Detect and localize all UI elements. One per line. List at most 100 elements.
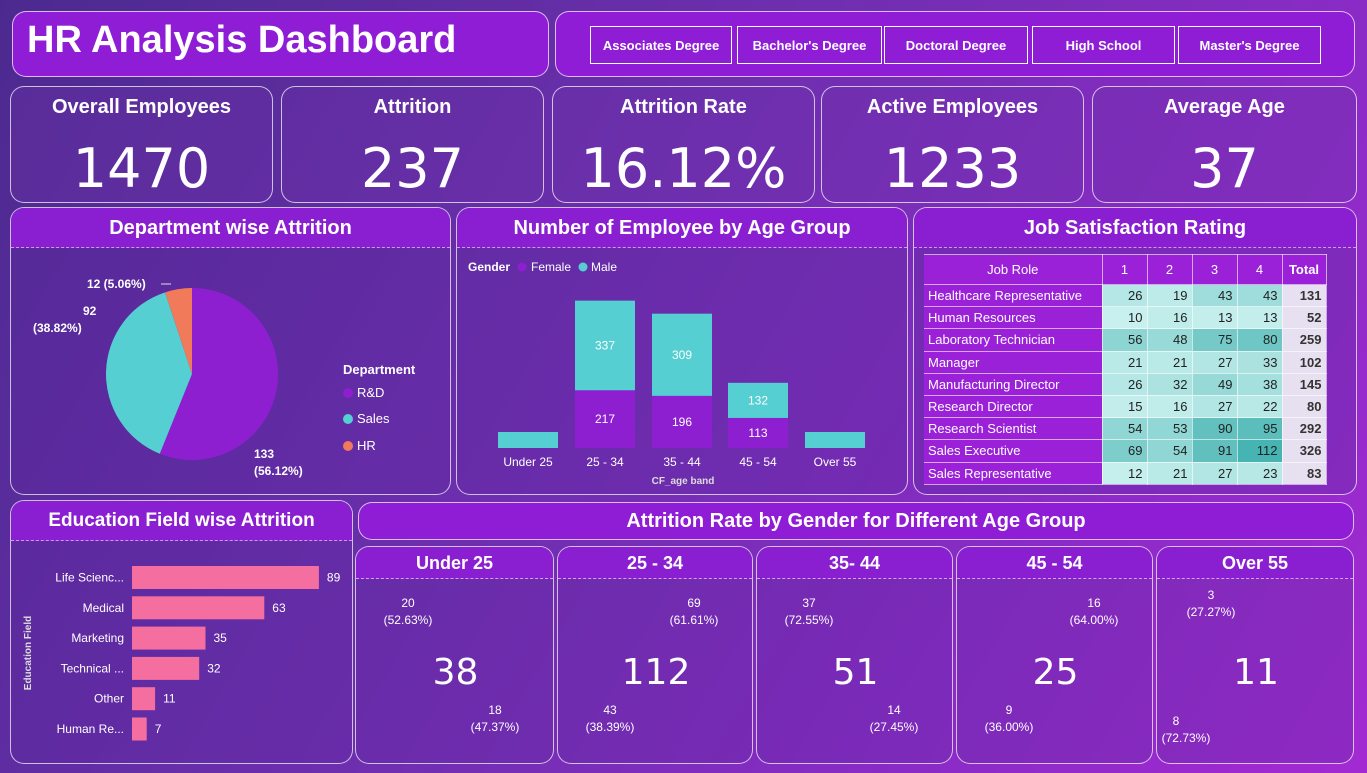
cell-rating-count: 10 (1101, 306, 1148, 330)
cell-job-role: Manager (924, 350, 1103, 374)
cell-rating-count: 26 (1101, 283, 1148, 308)
donut-card-under-25: Under 25 38 20 (52.63%) 18 (47.37%) (355, 546, 554, 764)
dashboard-title: HR Analysis Dashboard (27, 19, 457, 61)
cell-rating-count: 75 (1191, 328, 1238, 352)
slicer-associates-degree[interactable]: Associates Degree (590, 26, 732, 64)
column-header-job-role[interactable]: Job Role (924, 254, 1103, 285)
job-satisfaction-table: Job Role 1 2 3 4 Total Healthcare Repres… (924, 254, 1327, 485)
donut-center-value: 11 (1233, 652, 1279, 693)
edu-bar[interactable] (132, 566, 319, 589)
bar-female[interactable] (728, 417, 788, 448)
donut-title: Over 55 (1157, 547, 1353, 579)
table-row[interactable]: Manager 21 21 27 33 102 (924, 350, 1327, 374)
cell-total: 259 (1281, 328, 1327, 352)
legend-label-hr[interactable]: HR (357, 438, 376, 453)
cell-rating-count: 13 (1236, 306, 1283, 330)
column-header-4[interactable]: 4 (1236, 254, 1283, 285)
slicer-high-school[interactable]: High School (1032, 26, 1175, 64)
male-data-label-pct: (64.00%) (1070, 613, 1119, 627)
pie-slice-sales[interactable] (106, 292, 192, 454)
donut-center-value: 112 (622, 652, 691, 693)
pie-slice-hr[interactable] (165, 288, 192, 374)
cell-job-role: Sales Representative (924, 461, 1103, 485)
edu-bar[interactable] (132, 596, 265, 620)
rd-data-label: 133 (254, 447, 274, 461)
gender-donut-chart: 51 37 (72.55%) 14 (27.45%) (785, 596, 919, 734)
bar-male[interactable] (728, 382, 788, 418)
bar-male[interactable] (805, 432, 865, 448)
gender-donut-chart: 112 69 (61.61%) 43 (38.39%) (586, 596, 719, 734)
gender-donut-chart: 11 8 (72.73%) 3 (27.27%) (1162, 588, 1279, 745)
age-group-panel: Number of Employee by Age Group Gender F… (456, 207, 908, 495)
column-header-2[interactable]: 2 (1146, 254, 1193, 285)
panel-title: Department wise Attrition (11, 208, 450, 248)
column-header-1[interactable]: 1 (1101, 254, 1148, 285)
female-data-label: 43 (603, 703, 617, 717)
cell-rating-count: 38 (1236, 372, 1283, 396)
cell-rating-count: 49 (1191, 372, 1238, 396)
legend-label-rd[interactable]: R&D (357, 385, 384, 400)
cell-rating-count: 32 (1146, 372, 1193, 396)
female-data-label-pct: (27.27%) (1187, 605, 1236, 619)
table-row[interactable]: Human Resources 10 16 13 13 52 (924, 306, 1327, 330)
female-data-label: 9 (1006, 703, 1013, 717)
kpi-active-employees: Active Employees 1233 (821, 86, 1084, 203)
table-row[interactable]: Research Director 15 16 27 22 80 (924, 394, 1327, 419)
cell-total: 80 (1281, 394, 1327, 419)
panel-title: Job Satisfaction Rating (914, 208, 1356, 248)
male-data-label-pct: (52.63%) (384, 613, 433, 627)
sales-data-label: 92 (83, 304, 97, 318)
donut-title: Under 25 (356, 547, 553, 579)
edu-bar[interactable] (132, 717, 147, 741)
kpi-attrition: Attrition 237 (281, 86, 544, 203)
column-header-3[interactable]: 3 (1191, 254, 1238, 285)
table-row[interactable]: Laboratory Technician 56 48 75 80 259 (924, 328, 1327, 352)
table-row[interactable]: Sales Representative 12 21 27 23 83 (924, 461, 1327, 485)
cell-job-role: Sales Executive (924, 439, 1103, 463)
bar-female[interactable] (575, 390, 635, 448)
bar-male[interactable] (498, 432, 558, 448)
table-row[interactable]: Research Scientist 54 53 90 95 292 (924, 417, 1327, 441)
education-field-bar-chart: Education Field Life Scienc... 89 Medical 6… (23, 566, 341, 741)
kpi-overall-employees: Overall Employees 1470 (10, 86, 273, 203)
donut-center-value: 38 (433, 652, 479, 693)
table-row[interactable]: Manufacturing Director 26 32 49 38 145 (924, 372, 1327, 396)
table-row[interactable]: Sales Executive 69 54 91 112 326 (924, 439, 1327, 463)
x-axis-title: CF_age band (652, 476, 715, 487)
table-row[interactable]: Healthcare Representative 26 19 43 43 131 (924, 283, 1327, 308)
slicer-masters-degree[interactable]: Master's Degree (1178, 26, 1321, 64)
legend-label-female[interactable]: Female (531, 260, 571, 274)
slicer-bachelors-degree[interactable]: Bachelor's Degree (737, 26, 882, 64)
cell-rating-count: 23 (1236, 461, 1283, 485)
gender-donut-chart: 38 20 (52.63%) 18 (47.37%) (384, 596, 520, 734)
cell-total: 145 (1281, 372, 1327, 396)
edu-bar[interactable] (132, 687, 156, 711)
legend-label-sales[interactable]: Sales (357, 411, 390, 426)
male-data-label: 37 (802, 596, 816, 610)
bar-label-male: 309 (672, 348, 692, 362)
bar-male[interactable] (652, 313, 712, 396)
cell-job-role: Human Resources (924, 306, 1103, 330)
male-data-label: 16 (1087, 596, 1101, 610)
column-header-total[interactable]: Total (1281, 254, 1327, 285)
y-tick-label: Human Re... (57, 722, 124, 736)
bar-female[interactable] (652, 395, 712, 448)
legend-label-male[interactable]: Male (591, 260, 617, 274)
cell-rating-count: 27 (1191, 350, 1238, 374)
edu-bar[interactable] (132, 626, 206, 650)
female-data-label-pct: (47.37%) (471, 720, 520, 734)
slicer-doctoral-degree[interactable]: Doctoral Degree (884, 26, 1028, 64)
cell-total: 131 (1281, 283, 1327, 308)
cell-job-role: Laboratory Technician (924, 328, 1103, 352)
department-pie-chart: 12 (5.06%) 92 (38.82%) 133 (56.12%) Depa… (33, 277, 416, 478)
kpi-value: 1233 (883, 137, 1022, 200)
male-data-label: 69 (687, 596, 701, 610)
bar-male[interactable] (575, 300, 635, 391)
pie-slice-rd[interactable] (159, 288, 279, 460)
bar-label-female: 217 (595, 412, 615, 426)
edu-bar[interactable] (132, 656, 200, 680)
female-data-label: 3 (1208, 588, 1215, 602)
cell-rating-count: 95 (1236, 417, 1283, 441)
x-tick-label: 25 - 34 (586, 455, 624, 469)
cell-rating-count: 26 (1101, 372, 1148, 396)
